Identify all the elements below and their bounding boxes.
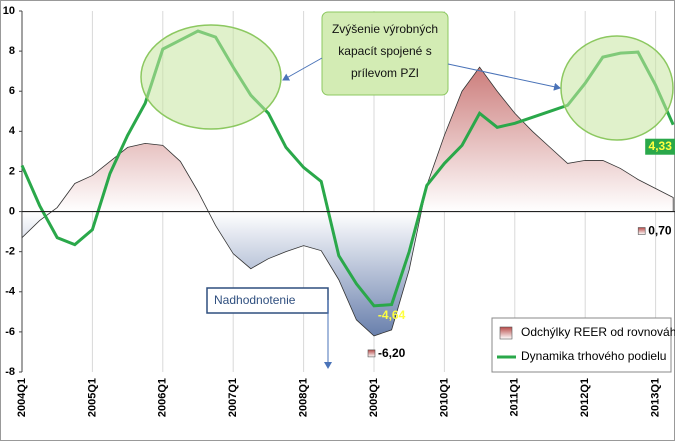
y-tick-label: 2 bbox=[9, 165, 15, 177]
x-tick-label: 2004Q1 bbox=[16, 378, 28, 417]
y-tick-label: -2 bbox=[5, 246, 15, 258]
y-tick-label: -6 bbox=[5, 326, 15, 338]
y-tick-label: 0 bbox=[9, 205, 15, 217]
legend-box bbox=[491, 317, 672, 373]
callout-text: prílevom PZI bbox=[351, 66, 419, 80]
callout-box bbox=[321, 11, 449, 96]
x-tick-label: 2008Q1 bbox=[298, 378, 310, 417]
legend-label: Odchýlky REER od rovnováhy bbox=[521, 325, 675, 339]
area bbox=[21, 66, 674, 337]
y-tick-label: 8 bbox=[9, 45, 15, 57]
data-label: -6,20 bbox=[378, 346, 406, 360]
y-tick-label: -8 bbox=[5, 366, 15, 378]
callout-text: kapacít spojené s bbox=[338, 44, 431, 58]
legend-label: Dynamika trhového podielu bbox=[521, 349, 666, 363]
x-tick-label: 2010Q1 bbox=[438, 378, 450, 417]
data-label-key bbox=[367, 349, 376, 358]
y-tick-label: 6 bbox=[9, 85, 15, 97]
data-label: -4,64 bbox=[378, 308, 406, 322]
callout-text: Zvýšenie výrobných bbox=[332, 22, 438, 36]
highlight-ellipse bbox=[560, 35, 674, 141]
y-tick-label: 4 bbox=[9, 125, 16, 137]
data-label-key bbox=[637, 227, 646, 235]
y-tick-label: 10 bbox=[3, 5, 15, 17]
legend-key bbox=[499, 326, 513, 340]
x-tick-label: 2012Q1 bbox=[579, 378, 591, 417]
x-tick-label: 2011Q1 bbox=[509, 378, 521, 417]
callout-arrow bbox=[282, 57, 323, 81]
x-tick-label: 2013Q1 bbox=[650, 378, 662, 417]
y-tick-label: -4 bbox=[5, 286, 16, 298]
legend: Odchýlky REER od rovnováhy Dynamika trhov… bbox=[491, 317, 675, 373]
x-tick-label: 2007Q1 bbox=[227, 378, 239, 417]
note-text: Nadhodnotenie bbox=[214, 293, 296, 307]
note-box bbox=[206, 287, 329, 314]
data-label: 0,70 bbox=[648, 224, 672, 238]
annotations: Zvýšenie výrobných kapacít spojené s prí… bbox=[140, 11, 674, 369]
x-tick-label: 2006Q1 bbox=[157, 378, 169, 417]
x-tick-label: 2005Q1 bbox=[86, 378, 98, 417]
highlight-ellipse bbox=[140, 24, 282, 130]
data-label: 4,33 bbox=[649, 139, 673, 153]
callout-arrow bbox=[447, 63, 561, 91]
x-tick-label: 2009Q1 bbox=[368, 378, 380, 417]
data-label-box bbox=[645, 138, 675, 155]
